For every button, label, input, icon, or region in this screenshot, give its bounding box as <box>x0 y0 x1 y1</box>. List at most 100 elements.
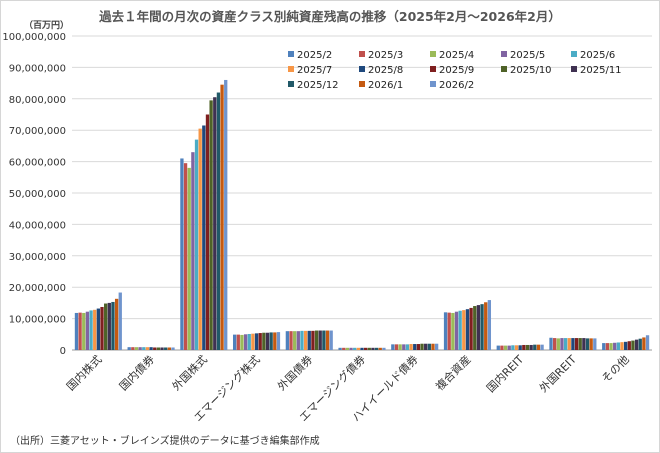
bar <box>405 344 410 350</box>
bar <box>156 347 161 350</box>
bar <box>536 344 541 350</box>
bar <box>556 338 560 350</box>
bar <box>605 343 610 350</box>
bar <box>484 302 488 350</box>
bar <box>398 344 402 350</box>
bar <box>167 347 171 350</box>
bar <box>100 306 104 350</box>
bar <box>529 344 533 350</box>
bar <box>265 332 270 350</box>
bar <box>194 139 199 350</box>
legend-label: 2025/5 <box>510 50 545 61</box>
bar <box>424 343 428 350</box>
bar <box>153 347 157 350</box>
bar <box>522 344 526 350</box>
chart-title: 過去１年間の月次の資産クラス別純資産残高の推移（2025年2月～2026年2月） <box>99 9 561 24</box>
bar <box>171 347 175 350</box>
bar <box>285 331 290 350</box>
bar <box>180 158 184 350</box>
x-tick-label: 外国債券 <box>274 352 315 393</box>
bar <box>613 342 617 350</box>
bar <box>620 342 624 350</box>
bar <box>563 338 568 350</box>
bar <box>458 310 462 350</box>
bar <box>367 347 371 350</box>
bar <box>127 347 131 350</box>
legend-swatch <box>288 51 294 57</box>
bar <box>78 312 82 350</box>
legend-label: 2026/2 <box>439 80 474 91</box>
bar <box>160 347 164 350</box>
legend-swatch <box>359 51 365 57</box>
bar <box>224 79 228 351</box>
bar <box>518 345 522 350</box>
bar <box>254 333 259 350</box>
bar <box>345 347 350 350</box>
bar <box>409 344 413 350</box>
y-tick-label: 50,000,000 <box>9 189 66 200</box>
bar <box>514 345 519 350</box>
bar <box>533 344 537 350</box>
bar <box>236 334 240 350</box>
bar <box>262 332 266 350</box>
bar <box>258 333 262 350</box>
y-tick-label: 30,000,000 <box>9 252 66 263</box>
x-tick-label: 複合資産 <box>433 352 474 393</box>
bar <box>329 330 333 350</box>
bar <box>616 342 620 350</box>
legend-swatch <box>571 51 577 57</box>
bar <box>209 100 213 351</box>
bar <box>74 312 79 350</box>
bar <box>553 338 557 350</box>
bar <box>593 338 597 350</box>
bar <box>582 338 586 350</box>
bar <box>349 347 353 350</box>
y-tick-label: 40,000,000 <box>9 220 66 231</box>
bar <box>296 331 300 350</box>
bar <box>243 334 248 350</box>
bar <box>276 332 281 350</box>
legend-label: 2025/10 <box>510 65 552 76</box>
bar <box>164 347 168 350</box>
bar <box>623 341 628 350</box>
bar <box>187 167 191 350</box>
bar <box>303 330 308 350</box>
bar <box>431 343 435 350</box>
y-axis-ticks: 0 10,000,000 20,000,000 30,000,000 40,000,00… <box>2 32 66 357</box>
bar <box>602 343 606 350</box>
bar <box>465 309 470 350</box>
y-tick-label: 0 <box>60 346 66 357</box>
bar <box>338 347 342 350</box>
bar <box>202 125 206 351</box>
bar <box>118 292 122 350</box>
bar <box>427 343 431 350</box>
bar <box>273 332 277 350</box>
bar <box>511 345 515 350</box>
bar <box>574 338 579 350</box>
bar <box>525 344 530 350</box>
bar <box>82 312 86 350</box>
bar <box>364 347 368 350</box>
bar <box>631 340 635 350</box>
bar <box>402 344 406 350</box>
bar <box>342 347 346 350</box>
bar <box>391 344 395 350</box>
bar <box>589 338 593 350</box>
bar <box>627 341 631 350</box>
legend-swatch <box>288 81 294 87</box>
legend-label: 2025/11 <box>580 65 622 76</box>
bar <box>131 347 135 350</box>
bar <box>434 343 439 350</box>
bar <box>213 97 217 350</box>
bar <box>360 347 364 350</box>
bar <box>232 334 237 350</box>
bar <box>378 347 382 350</box>
bar <box>496 345 500 350</box>
legend-label: 2025/2 <box>297 50 332 61</box>
bar <box>394 344 399 350</box>
legend-swatch <box>359 81 365 87</box>
bar <box>413 344 417 350</box>
bar <box>325 330 330 350</box>
bar <box>374 347 379 350</box>
